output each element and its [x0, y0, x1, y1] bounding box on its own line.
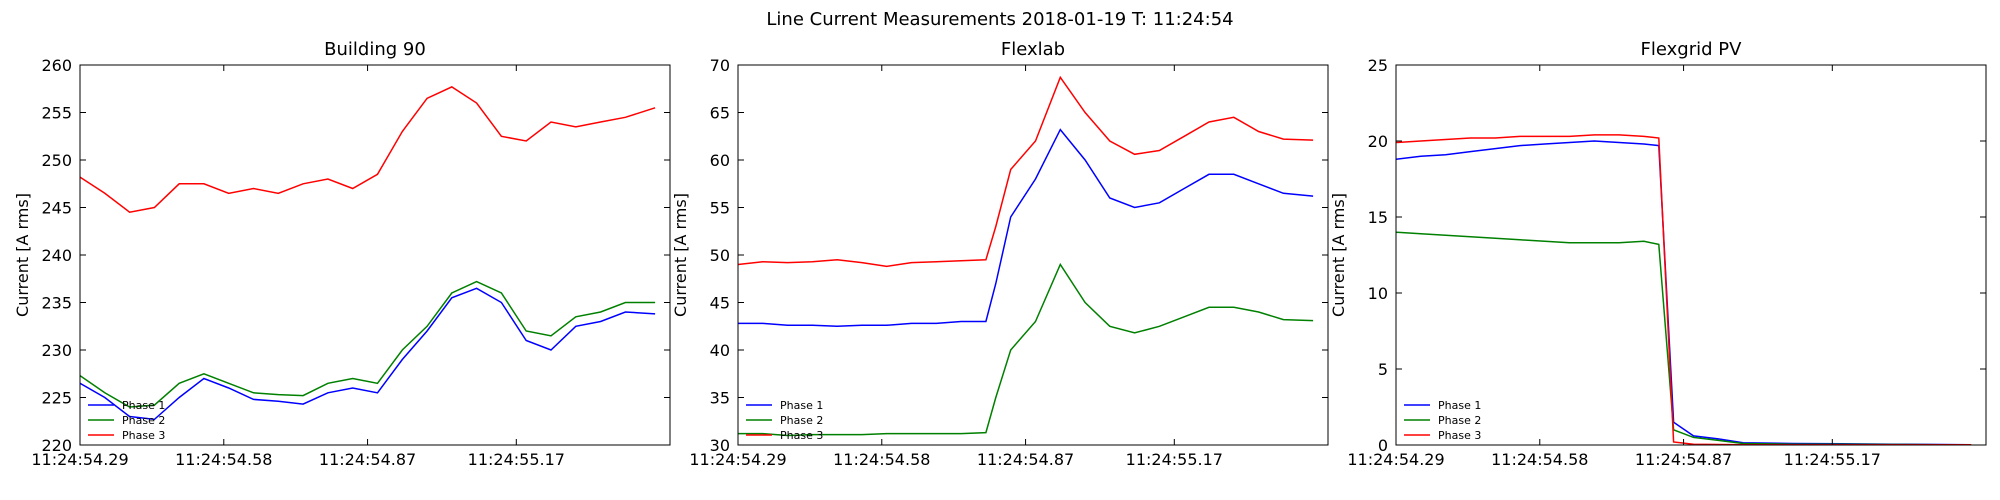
y-axis-label: Current [A rms]: [1329, 193, 1348, 317]
x-tick-label: 11:24:54.58: [1491, 450, 1588, 469]
x-tick-label: 11:24:54.87: [1635, 450, 1732, 469]
y-tick-label: 250: [41, 151, 72, 170]
y-axis-label: Current [A rms]: [671, 193, 690, 317]
chart-title: Flexlab: [1001, 39, 1065, 60]
y-tick-label: 10: [1368, 284, 1388, 303]
y-tick-label: 70: [710, 56, 730, 75]
x-tick-label: 11:24:55.17: [1784, 450, 1881, 469]
y-tick-label: 65: [710, 104, 730, 123]
series-line-phase-1: [1396, 140, 1972, 445]
y-tick-label: 60: [710, 151, 730, 170]
legend-label: Phase 3: [1438, 429, 1481, 442]
y-tick-label: 5: [1378, 360, 1388, 379]
legend: Phase 1 Phase 2 Phase 3: [746, 399, 823, 442]
legend: Phase 1 Phase 2 Phase 3: [1404, 399, 1481, 442]
y-tick-label: 35: [710, 389, 730, 408]
chart-title: Flexgrid PV: [1641, 39, 1743, 60]
series-line-phase-2: [738, 262, 1314, 437]
legend-label: Phase 1: [122, 399, 165, 412]
x-tick-label: 11:24:55.17: [1126, 450, 1223, 469]
legend-label: Phase 3: [122, 429, 165, 442]
y-tick-label: 255: [41, 104, 72, 123]
plot-frame: [1395, 64, 1987, 446]
x-tick-label: 11:24:54.87: [977, 450, 1074, 469]
series-lines: [80, 86, 656, 421]
legend-label: Phase 2: [780, 414, 823, 427]
y-tick-label: 235: [41, 294, 72, 313]
x-tick-label: 11:24:54.58: [175, 450, 272, 469]
plot-frame: [737, 64, 1329, 446]
series-line-phase-2: [1396, 231, 1972, 445]
x-tick-label: 11:24:54.87: [319, 450, 416, 469]
x-tick-label: 11:24:55.17: [468, 450, 565, 469]
y-tick-label: 50: [710, 246, 730, 265]
y-tick-label: 55: [710, 199, 730, 218]
x-tick-label: 11:24:54.29: [1347, 450, 1444, 469]
chart-title: Building 90: [324, 39, 426, 60]
legend-label: Phase 3: [780, 429, 823, 442]
plot-frame: [79, 64, 671, 446]
legend: Phase 1 Phase 2 Phase 3: [88, 399, 165, 442]
chart-panel-2: Flexlab Current [A rms] 30 35 40 45 50 55 60 65 70…: [671, 39, 1329, 469]
y-tick-label: 260: [41, 56, 72, 75]
y-tick-label: 40: [710, 341, 730, 360]
y-tick-label: 20: [1368, 132, 1388, 151]
legend-label: Phase 1: [780, 399, 823, 412]
series-lines: [738, 75, 1314, 437]
legend-label: Phase 2: [122, 414, 165, 427]
charts-container: Building 90 Current [A rms] 220 225 230 235 24…: [13, 39, 1987, 469]
y-tick-label: 220: [41, 436, 72, 455]
figure-suptitle: Line Current Measurements 2018-01-19 T: …: [766, 9, 1233, 30]
y-axis-label: Current [A rms]: [13, 193, 32, 317]
legend-label: Phase 1: [1438, 399, 1481, 412]
y-tick-label: 245: [41, 199, 72, 218]
series-line-phase-3: [1396, 134, 1972, 445]
series-line-phase-2: [80, 280, 656, 408]
chart-panel-3: Flexgrid PV Current [A rms] 0 5 10 15 20 25 11:2…: [1329, 39, 1987, 469]
y-tick-label: 45: [710, 294, 730, 313]
chart-panel-1: Building 90 Current [A rms] 220 225 230 235 24…: [13, 39, 671, 469]
y-tick-label: 15: [1368, 208, 1388, 227]
series-line-phase-1: [738, 128, 1314, 328]
y-tick-label: 25: [1368, 56, 1388, 75]
x-tick-label: 11:24:54.29: [689, 450, 786, 469]
x-tick-label: 11:24:54.58: [833, 450, 930, 469]
y-tick-label: 230: [41, 341, 72, 360]
x-tick-label: 11:24:54.29: [31, 450, 128, 469]
series-line-phase-3: [738, 75, 1314, 268]
series-lines: [1396, 134, 1972, 445]
series-line-phase-1: [80, 287, 656, 421]
series-line-phase-3: [80, 86, 656, 213]
y-tick-label: 240: [41, 246, 72, 265]
legend-label: Phase 2: [1438, 414, 1481, 427]
y-tick-label: 0: [1378, 436, 1388, 455]
y-tick-label: 30: [710, 436, 730, 455]
y-tick-label: 225: [41, 389, 72, 408]
